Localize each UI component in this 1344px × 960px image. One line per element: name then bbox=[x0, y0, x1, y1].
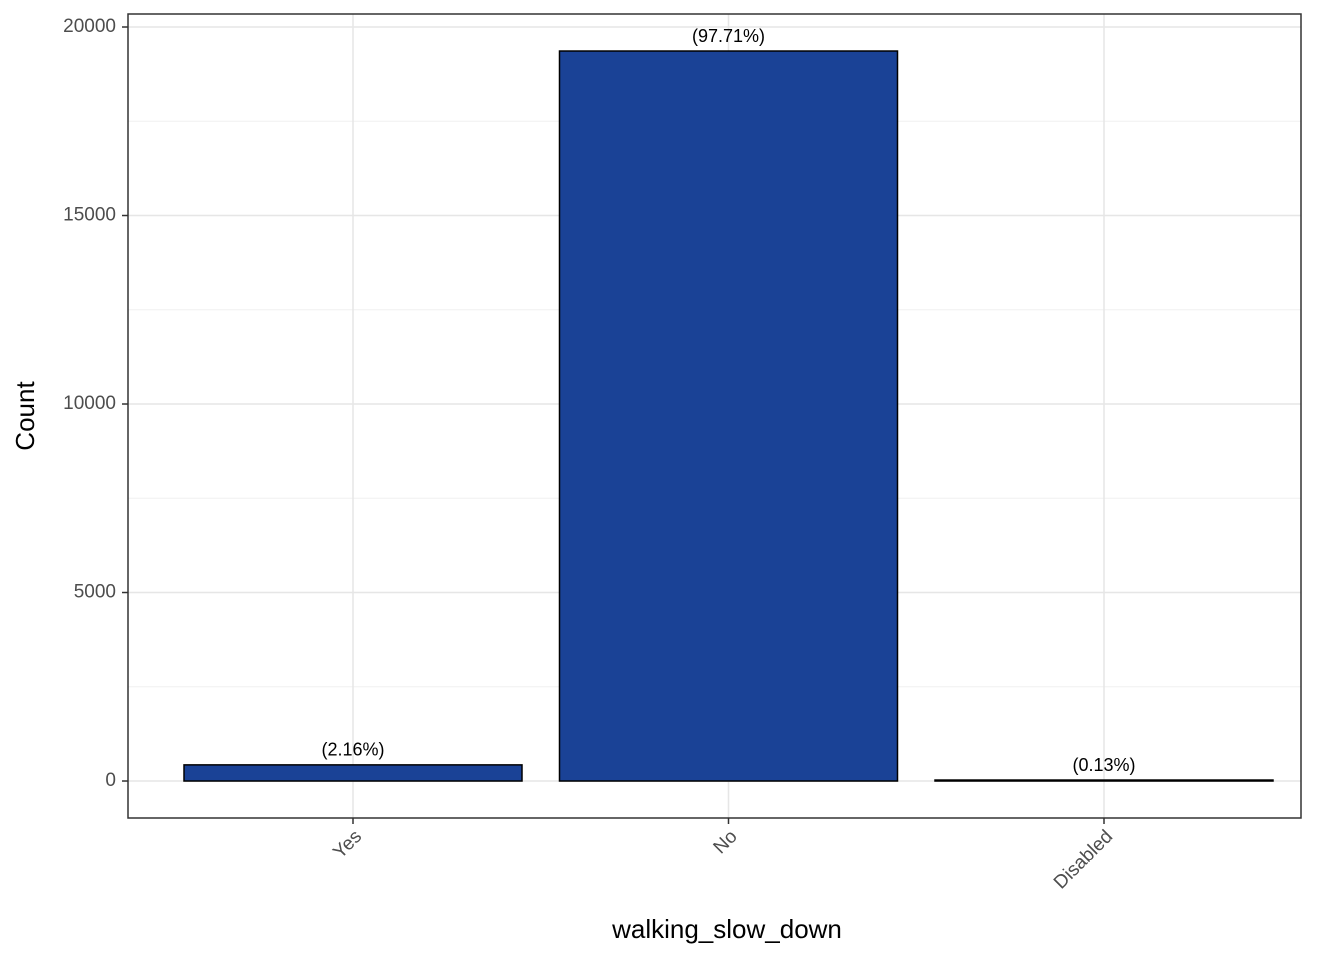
x-tick-label: Yes bbox=[329, 826, 366, 863]
y-axis-title: Count bbox=[10, 381, 40, 451]
y-tick-label: 10000 bbox=[63, 393, 116, 414]
x-axis-title: walking_slow_down bbox=[611, 914, 842, 944]
bar bbox=[934, 779, 1274, 782]
y-tick-label: 0 bbox=[105, 770, 116, 791]
y-tick-label: 5000 bbox=[74, 582, 116, 603]
x-tick-label: No bbox=[710, 826, 742, 858]
x-tick-label: Disabled bbox=[1050, 826, 1117, 893]
y-tick-label: 20000 bbox=[63, 16, 116, 37]
bar bbox=[183, 764, 523, 782]
y-tick-label: 15000 bbox=[63, 205, 116, 226]
panel-border bbox=[127, 13, 1302, 819]
bar-label: (0.13%) bbox=[1072, 755, 1135, 775]
bar-label: (2.16%) bbox=[321, 740, 384, 760]
bar bbox=[558, 50, 899, 782]
bar-label: (97.71%) bbox=[692, 26, 765, 46]
